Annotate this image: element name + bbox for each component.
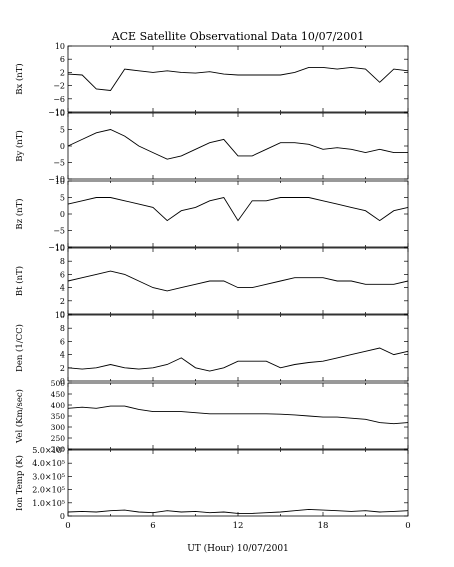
- series-line-vel: [67, 405, 409, 425]
- panels: 10 6 2 −2 −6 −10 Bx (nT) 10 5 0 −5 −10 By (nT) 10 5 0 −5…: [14, 42, 409, 521]
- y-axis-label: By (nT): [14, 130, 25, 162]
- panel-bt: 10 8 6 4 2 0 Bt (nT): [14, 244, 409, 319]
- y-tick-label: 5: [60, 194, 65, 203]
- panel-frame: [67, 112, 409, 180]
- y-axis-label: Bz (nT): [14, 198, 25, 229]
- panel-temp: 5.0×10⁵ 4.0×10⁵ 3.0×10⁵ 2.0×10⁵ 1.0×10⁵ 0 Ion …: [14, 446, 409, 521]
- y-tick-label: −10: [48, 108, 65, 117]
- y-tick-label: −6: [53, 95, 65, 104]
- y-tick-label: 1.0×10⁵: [32, 499, 65, 508]
- y-tick-label: 10: [55, 244, 65, 253]
- y-tick-label: 400: [51, 401, 66, 410]
- series-line-den: [67, 347, 409, 372]
- y-tick-label: −10: [48, 243, 65, 252]
- y-axis-label: Den (1/CC): [14, 324, 25, 372]
- x-axis: 0 6 12 18 0: [65, 521, 410, 531]
- y-axis-label: Ion Temp (K): [14, 455, 25, 511]
- series-line-by: [67, 129, 408, 160]
- panel-bz: 10 5 0 −5 −10 Bz (nT): [14, 177, 409, 252]
- panel-den: 10 8 6 4 2 0 Den (1/CC): [14, 311, 409, 386]
- y-tick-label: 5.0×10⁵: [32, 446, 65, 455]
- y-tick-label: −5: [53, 227, 65, 236]
- y-tick-label: 2: [60, 297, 65, 306]
- y-tick-label: 500: [51, 379, 66, 388]
- y-tick-label: 0: [60, 142, 65, 151]
- y-tick-label: 5: [60, 126, 65, 135]
- y-tick-label: 10: [55, 109, 65, 118]
- y-tick-label: −10: [48, 175, 65, 184]
- panel-frame: [67, 449, 409, 517]
- y-tick-label: −2: [53, 82, 65, 91]
- y-tick-label: 6: [60, 270, 65, 279]
- panel-frame: [67, 382, 409, 450]
- y-tick-label: 350: [51, 412, 66, 421]
- panel-by: 10 5 0 −5 −10 By (nT): [14, 109, 409, 184]
- x-tick-label: 18: [318, 521, 329, 531]
- panel-vel: 500 450 400 350 300 250 200 Vel (Km/sec): [14, 379, 409, 454]
- panel-frame: [67, 45, 409, 113]
- series-line-bz: [67, 196, 409, 222]
- y-tick-label: 10: [55, 311, 65, 320]
- y-tick-label: 4: [60, 284, 65, 293]
- x-axis-label: UT (Hour) 10/07/2001: [187, 543, 289, 554]
- x-tick-label: 12: [233, 521, 244, 531]
- y-tick-label: 300: [51, 423, 66, 432]
- panel-frame: [67, 247, 409, 315]
- y-tick-label: 2: [60, 68, 65, 77]
- panel-bx: 10 6 2 −2 −6 −10 Bx (nT): [14, 42, 409, 117]
- x-tick-label: 0: [65, 521, 70, 531]
- y-tick-label: 0: [60, 377, 65, 386]
- y-tick-label: 0: [60, 512, 65, 521]
- series-line-bx: [67, 66, 409, 91]
- panel-frame: [67, 180, 409, 248]
- y-tick-label: 4: [60, 351, 65, 360]
- y-tick-label: 10: [55, 177, 65, 186]
- series-line-temp: [67, 508, 409, 514]
- panel-frame: [67, 314, 409, 382]
- y-axis-label: Bt (nT): [14, 266, 25, 296]
- y-tick-label: −5: [53, 159, 65, 168]
- y-tick-label: 2: [60, 364, 65, 373]
- y-tick-label: 2.0×10⁵: [32, 486, 65, 495]
- x-tick-label: 0: [405, 521, 410, 531]
- y-axis-label: Bx (nT): [14, 63, 25, 95]
- y-tick-label: 450: [51, 390, 66, 399]
- y-axis-label: Vel (Km/sec): [14, 389, 25, 444]
- y-tick-label: 4.0×10⁵: [32, 459, 65, 468]
- x-tick-label: 6: [150, 521, 155, 531]
- y-tick-label: 8: [60, 257, 65, 266]
- series-line-bt: [67, 270, 409, 292]
- y-tick-label: 6: [60, 55, 65, 64]
- y-tick-label: 8: [60, 324, 65, 333]
- y-tick-label: 10: [55, 42, 65, 51]
- figure-title: ACE Satellite Observational Data 10/07/2…: [111, 30, 365, 43]
- y-tick-label: 0: [60, 210, 65, 219]
- y-tick-label: 250: [51, 434, 66, 443]
- y-tick-label: 0: [60, 310, 65, 319]
- y-tick-label: 200: [51, 445, 66, 454]
- y-tick-label: 3.0×10⁵: [32, 472, 65, 481]
- y-tick-label: 6: [60, 337, 65, 346]
